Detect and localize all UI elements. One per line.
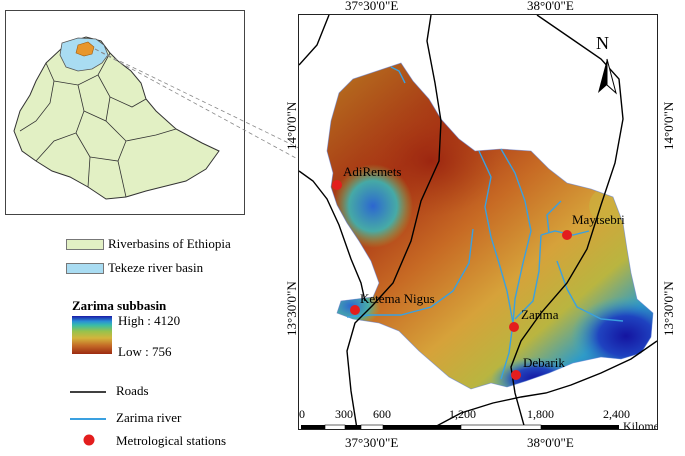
roads: [299, 15, 657, 429]
ethiopia-outline: [13, 36, 220, 200]
right-tick-1400: 14°0'0"N: [661, 101, 676, 150]
inset-map-ethiopia: [5, 10, 245, 215]
station-marker-ketema-nigus: [350, 305, 360, 315]
legend-label-tekeze: Tekeze river basin: [108, 260, 204, 275]
legend-label-stations: Metrological stations: [116, 433, 227, 448]
right-tick-1330: 13°30'0"N: [661, 281, 676, 336]
legend-label-basins: Riverbasins of Ethiopia: [108, 236, 231, 251]
legend-station-symbol: [83, 434, 95, 446]
meteorological-stations: [332, 180, 572, 380]
main-map-canvas: [299, 15, 657, 429]
legend-swatch-basins: [66, 239, 104, 250]
scale-tick-1800: 1,800: [527, 407, 554, 421]
legend-dem-gradient: [72, 316, 112, 354]
scale-tick-2400: 2,400: [603, 407, 630, 421]
north-arrow-label: N: [596, 33, 609, 53]
top-tick-3730: 37°30'0"E: [345, 0, 399, 13]
station-marker-maytsebri: [562, 230, 572, 240]
ethiopia-basins-map: [13, 36, 220, 200]
station-marker-adiremets: [332, 180, 342, 190]
station-label-adiremets: AdiRemets: [343, 164, 402, 179]
station-label-ketema-nigus: Ketema Nigus: [360, 291, 435, 306]
main-map: N AdiRemets Maytsebri Ketema Nigus Zarim…: [298, 14, 658, 430]
station-marker-zarima: [509, 322, 519, 332]
station-label-maytsebri: Maytsebri: [572, 212, 625, 227]
bottom-tick-3800: 38°0'0"E: [527, 435, 574, 450]
zarima-subbasin-dem: [326, 62, 654, 390]
legend-dem-high: High : 4120: [118, 313, 181, 328]
zarima-subbasin-inset: [75, 41, 95, 57]
legend-dem-title: Zarima subbasin: [72, 298, 167, 313]
legend-label-river: Zarima river: [116, 410, 182, 425]
station-label-debarik: Debarik: [523, 355, 565, 370]
top-tick-3800: 38°0'0"E: [527, 0, 574, 13]
station-marker-debarik: [511, 370, 521, 380]
scale-tick-300: 300: [335, 407, 353, 421]
legend-swatch-tekeze: [66, 263, 104, 274]
scale-tick-0: 0: [299, 407, 305, 421]
station-label-zarima: Zarima: [521, 307, 559, 322]
legend-label-roads: Roads: [116, 383, 149, 398]
legend-dem-low: Low : 756: [118, 344, 172, 359]
scale-unit-label: Kilometers: [623, 419, 657, 430]
scale-bar: [301, 424, 619, 429]
bottom-tick-3730: 37°30'0"E: [345, 435, 399, 450]
basin-boundaries: [19, 52, 177, 198]
scale-tick-1200: 1,200: [449, 407, 476, 421]
legend-river-symbol: [70, 418, 106, 420]
north-arrow-icon: [598, 58, 617, 95]
scale-tick-600: 600: [373, 407, 391, 421]
legend-road-symbol: [70, 391, 106, 393]
